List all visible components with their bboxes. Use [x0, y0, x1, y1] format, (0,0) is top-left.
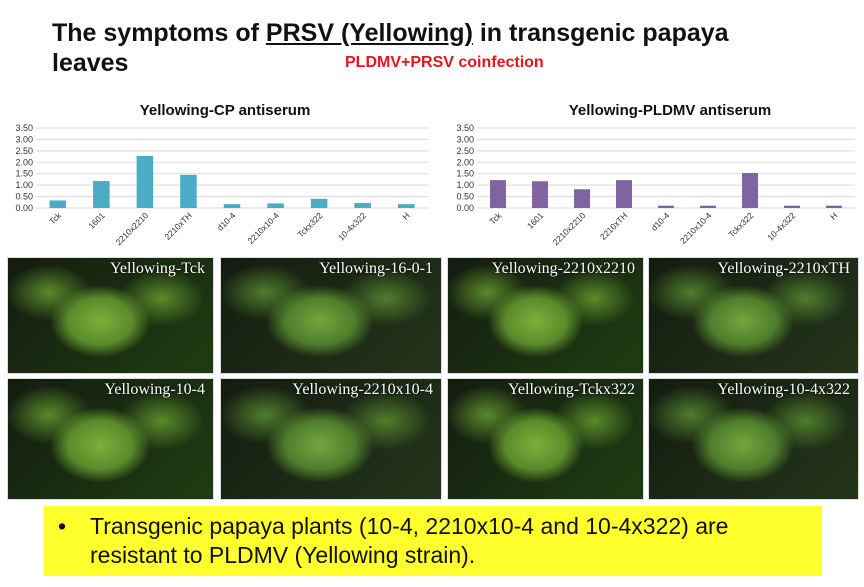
conclusion-box: • Transgenic papaya plants (10-4, 2210x1… [44, 506, 822, 576]
photo-label: Yellowing-Tckx322 [507, 381, 635, 398]
slide-subtitle: PLDMV+PRSV coinfection [345, 54, 544, 71]
bar [616, 180, 632, 208]
chart-title-cp: Yellowing-CP antiserum [139, 102, 311, 119]
bar [826, 205, 842, 208]
x-tick-label: H [828, 210, 839, 221]
photo-label: Yellowing-2210x10-4 [292, 381, 433, 398]
plant-photo: Yellowing-10-4 [7, 378, 214, 500]
title-prefix: The symptoms of [52, 19, 266, 47]
plant-photo-image [221, 258, 441, 373]
x-tick-label: Tckx322 [726, 210, 755, 239]
plant-photo-image [221, 379, 441, 499]
x-tick-label: 2210xTH [162, 210, 193, 241]
x-tick-label: 2210x10-4 [245, 210, 281, 246]
bar [397, 204, 415, 208]
bar [490, 180, 506, 208]
y-tick-label: 3.50 [456, 123, 474, 133]
x-tick-label: H [400, 210, 411, 221]
x-tick-label: 1601 [86, 210, 107, 231]
bar [49, 200, 67, 208]
x-tick-label: Tckx322 [295, 210, 324, 239]
bar [310, 198, 328, 208]
slide-title: The symptoms of PRSV (Yellowing) in tran… [52, 18, 772, 78]
y-tick-label: 3.00 [15, 134, 33, 144]
title-underlined: PRSV (Yellowing) [265, 19, 473, 47]
bar [180, 174, 197, 208]
y-tick-label: 0.00 [456, 203, 474, 213]
bar [700, 205, 716, 208]
plant-photo: Yellowing-Tckx322 [447, 378, 644, 500]
plant-photo-image [8, 258, 213, 373]
bar [136, 155, 154, 208]
bar [742, 173, 758, 208]
x-tick-label: 10-4x322 [336, 210, 368, 242]
x-tick-label: 2210x10-4 [678, 210, 714, 246]
plant-photo-image [649, 379, 858, 499]
y-tick-label: 3.50 [15, 123, 33, 133]
x-tick-label: Tck [487, 210, 504, 227]
bar [354, 202, 371, 208]
plant-photo-image [8, 379, 213, 499]
x-tick-label: 2210x2210 [551, 210, 588, 247]
bar [267, 203, 284, 208]
y-tick-label: 2.50 [15, 146, 33, 156]
bar-chart-cp: 0.000.50 1.001.50 2.002.50 3.003.50 Tck 1601 2… [15, 123, 428, 247]
plant-photo: Yellowing-2210xTH [648, 257, 859, 374]
y-tick-label: 2.50 [456, 146, 474, 156]
bullet-mark: • [58, 513, 67, 539]
photo-label: Yellowing-16-0-1 [319, 260, 433, 277]
photo-label: Yellowing-2210xTH [717, 260, 850, 277]
y-tick-label: 0.50 [456, 192, 474, 202]
x-tick-label: Tck [47, 210, 64, 227]
bar [658, 205, 674, 208]
plant-photo: Yellowing-16-0-1 [220, 257, 442, 374]
x-tick-label: 1601 [525, 210, 546, 231]
plant-photo: Yellowing-2210x10-4 [220, 378, 442, 500]
y-tick-label: 2.00 [456, 157, 474, 167]
bar [574, 189, 590, 208]
photo-label: Yellowing-2210x2210 [491, 260, 635, 277]
y-tick-label: 0.00 [15, 203, 33, 213]
x-tick-label: 2210x2210 [113, 210, 150, 247]
x-tick-label: 10-4x322 [765, 210, 797, 242]
y-tick-label: 3.00 [456, 134, 474, 144]
chart-title-pldmv: Yellowing-PLDMV antiserum [568, 102, 772, 119]
x-tick-label: d10-4 [215, 210, 238, 233]
photo-label: Yellowing-10-4 [104, 381, 205, 398]
plant-photo: Yellowing-10-4x322 [648, 378, 859, 500]
photo-label: Yellowing-10-4x322 [717, 381, 850, 398]
y-tick-label: 1.00 [15, 180, 33, 190]
plant-photo-image [448, 258, 643, 373]
y-tick-label: 0.50 [15, 192, 33, 202]
bar [532, 181, 548, 208]
y-tick-label: 1.50 [15, 169, 33, 179]
plant-photo: Yellowing-Tck [7, 257, 214, 374]
plant-photo: Yellowing-2210x2210 [447, 257, 644, 374]
x-tick-label: 2210xTH [598, 210, 629, 241]
plant-photo-image [649, 258, 858, 373]
y-tick-label: 2.00 [15, 157, 33, 167]
bar [93, 181, 110, 208]
bar [223, 204, 241, 208]
conclusion-text: Transgenic papaya plants (10-4, 2210x10-… [90, 513, 729, 568]
photo-label: Yellowing-Tck [109, 260, 205, 277]
y-tick-label: 1.00 [456, 180, 474, 190]
x-tick-label: d10-4 [649, 210, 672, 233]
bar [784, 205, 800, 208]
plant-photo-image [448, 379, 643, 499]
title-suffix: in transgenic papaya leaves [52, 19, 729, 77]
y-tick-label: 1.50 [456, 169, 474, 179]
